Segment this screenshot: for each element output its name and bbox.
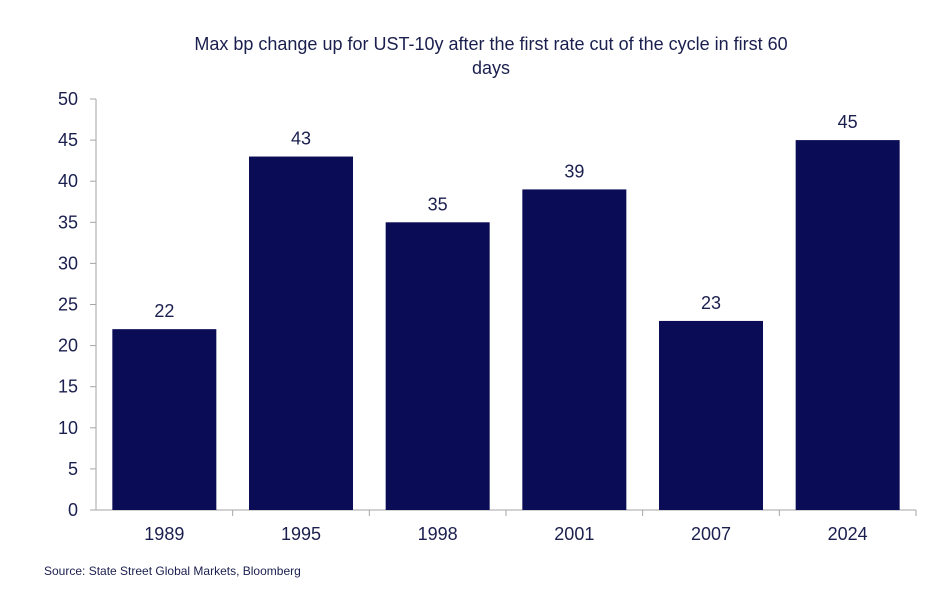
- bar-1989: [112, 329, 217, 510]
- y-tick-label: 40: [58, 171, 78, 191]
- y-tick-label: 5: [68, 459, 78, 479]
- y-tick-label: 10: [58, 418, 78, 438]
- data-labels: 22 43 35 39 23 45: [154, 112, 857, 321]
- y-tick-label: 25: [58, 295, 78, 315]
- data-label-1989: 22: [154, 301, 174, 321]
- bar-2024: [795, 140, 900, 510]
- x-tick-label-1989: 1989: [144, 524, 184, 544]
- source-note: Source: State Street Global Markets, Blo…: [44, 564, 301, 578]
- chart-title-line-2: days: [472, 58, 510, 78]
- data-label-2001: 39: [564, 161, 584, 181]
- x-tick-label-2001: 2001: [554, 524, 594, 544]
- data-label-2024: 45: [838, 112, 858, 132]
- bar-1998: [385, 222, 490, 511]
- x-axis: 1989 1995 1998 2001 2007 2024: [96, 509, 917, 544]
- data-label-2007: 23: [701, 293, 721, 313]
- data-label-1998: 35: [428, 194, 448, 214]
- x-tick-label-1998: 1998: [418, 524, 458, 544]
- bar-chart: Max bp change up for UST-10y after the f…: [58, 34, 917, 544]
- y-tick-label: 30: [58, 253, 78, 273]
- bar-1995: [249, 156, 353, 511]
- chart-title: Max bp change up for UST-10y after the f…: [194, 34, 787, 78]
- bar-2001: [522, 189, 627, 511]
- y-tick-label: 15: [58, 377, 78, 397]
- y-tick-label: 20: [58, 336, 78, 356]
- x-tick-label-2007: 2007: [691, 524, 731, 544]
- y-tick-label: 50: [58, 89, 78, 109]
- bar-2007: [659, 320, 763, 510]
- x-tick-label-2024: 2024: [828, 524, 868, 544]
- y-axis: 0 5 10 15 20 25 30 35 40 45 50: [58, 89, 97, 520]
- chart-title-line-1: Max bp change up for UST-10y after the f…: [194, 34, 787, 54]
- data-label-1995: 43: [291, 129, 311, 149]
- bars: [112, 140, 900, 511]
- y-tick-label: 35: [58, 212, 78, 232]
- y-tick-label: 0: [68, 500, 78, 520]
- x-tick-label-1995: 1995: [281, 524, 321, 544]
- y-tick-label: 45: [58, 130, 78, 150]
